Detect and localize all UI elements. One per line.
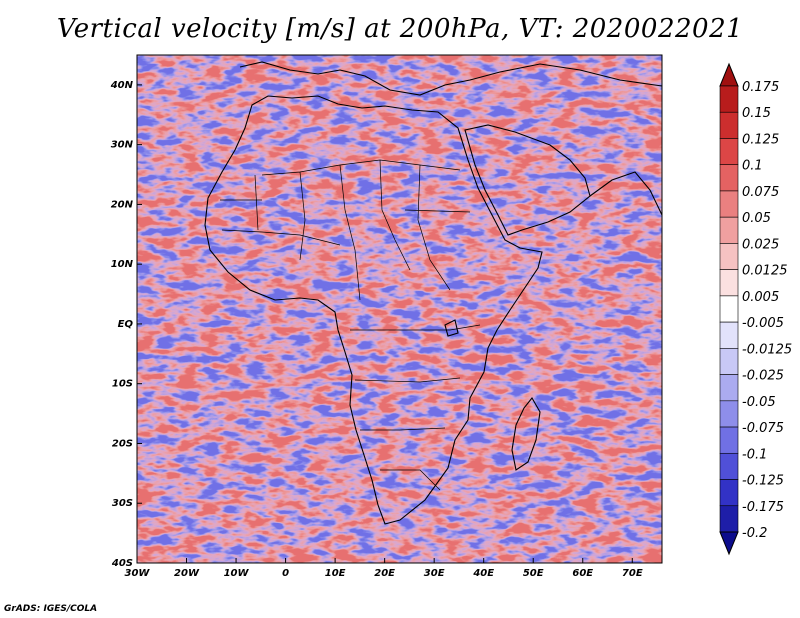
lat-tick-label: 10N: [111, 259, 134, 270]
colorbar-level-label: -0.005: [742, 316, 784, 331]
colorbar-box: [719, 216, 739, 244]
lat-tick-label: 10S: [112, 379, 133, 390]
madagascar-outline: [511, 397, 541, 471]
colorbar-level-label: -0.025: [742, 369, 784, 384]
colorbar-level-label: -0.2: [742, 526, 767, 541]
grads-credit: GrADS: IGES/COLA: [4, 604, 98, 614]
lon-tick-label: 20W: [174, 568, 200, 579]
colorbar-box: [719, 243, 739, 270]
colorbar-level-label: 0.05: [742, 211, 771, 226]
colorbar: 0.175 0.15 0.125 0.1 0.075 0.05 0.025 0.0125 0.0…: [719, 62, 792, 556]
colorbar-level-label: -0.0125: [742, 342, 792, 357]
lon-tick-label: 60E: [572, 568, 593, 579]
lon-tick-label: 40E: [472, 568, 494, 579]
lon-tick-label: 30E: [424, 568, 445, 579]
colorbar-top-arrow: [719, 62, 739, 87]
colorbar-box: [719, 190, 739, 218]
colorbar-box: [719, 348, 739, 375]
lat-tick-label: 40N: [110, 80, 134, 91]
arabia-outline: [464, 124, 591, 236]
plot-frame: [136, 54, 663, 564]
lat-tick-label: 40S: [111, 558, 133, 569]
lake-victoria: [444, 319, 459, 337]
lon-tick-label: 50E: [523, 568, 544, 579]
colorbar-box: [719, 111, 739, 139]
map-title: Vertical velocity [m/s] at 200hPa, VT: 2…: [56, 14, 744, 44]
colorbar-level-label: 0.075: [742, 185, 779, 200]
colorbar-box: [719, 164, 739, 192]
colorbar-box: [719, 426, 739, 454]
colorbar-level-label: 0.005: [742, 290, 779, 305]
colorbar-level-label: 0.125: [742, 132, 779, 147]
europe-coast: [239, 61, 662, 96]
colorbar-box: [719, 321, 739, 349]
iran-india-coast: [589, 171, 662, 216]
colorbar-level-label: 0.0125: [742, 264, 788, 279]
lon-tick-label: 10E: [325, 568, 346, 579]
colorbar-level-label: 0.025: [742, 237, 779, 252]
lat-tick-label: 20N: [111, 199, 134, 210]
colorbar-level-label: -0.175: [742, 500, 784, 515]
colorbar-level-label: 0.1: [742, 159, 763, 174]
colorbar-level-label: -0.075: [742, 421, 784, 436]
colorbar-box: [719, 138, 739, 166]
colorbar-box: [719, 505, 739, 533]
colorbar-level-label: -0.05: [742, 395, 776, 410]
lat-tick-label: EQ: [118, 319, 134, 330]
lon-tick-label: 10W: [224, 568, 250, 579]
colorbar-box: [719, 295, 739, 323]
colorbar-bottom-arrow: [719, 531, 739, 556]
country-borders: [220, 159, 481, 491]
latitude-axis: 40N 30N 20N 10N EQ 10S 20S 30S 40S: [110, 80, 142, 569]
africa-coastline: [204, 95, 543, 525]
colorbar-box: [719, 269, 739, 297]
colorbar-box: [719, 85, 739, 113]
longitude-axis: 30W 20W 10W 0 10E 20E 30E 40E 50E 60E 70E: [125, 558, 643, 579]
velocity-field: [137, 55, 662, 563]
coastlines: [204, 61, 662, 525]
lat-tick-label: 30N: [111, 140, 134, 151]
colorbar-level-label: -0.1: [742, 447, 767, 462]
lon-tick-label: 70E: [622, 568, 643, 579]
colorbar-box: [719, 400, 739, 428]
colorbar-level-label: -0.125: [742, 474, 784, 489]
lon-tick-label: 20E: [374, 568, 395, 579]
lon-tick-label: 0: [282, 568, 289, 579]
colorbar-box: [719, 479, 739, 507]
lon-tick-label: 30W: [125, 568, 151, 579]
lat-tick-label: 30S: [112, 498, 133, 509]
colorbar-level-label: 0.15: [742, 106, 771, 121]
colorbar-level-label: 0.175: [742, 80, 779, 95]
lat-tick-label: 20S: [112, 438, 133, 449]
colorbar-box: [719, 452, 739, 480]
colorbar-box: [719, 374, 739, 402]
